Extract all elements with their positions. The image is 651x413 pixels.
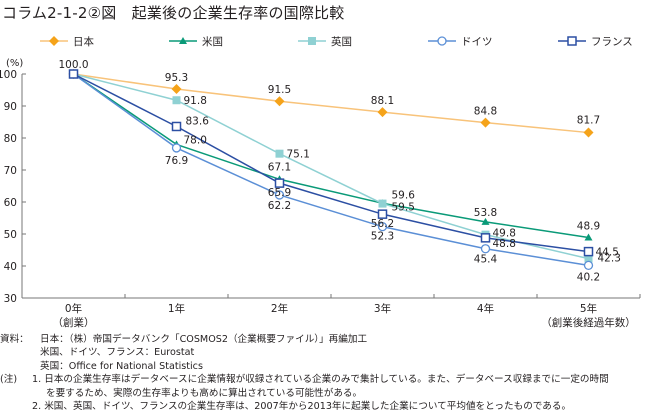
data-point (377, 107, 388, 118)
y-tick-label: 100 (0, 69, 17, 81)
data-point (171, 121, 182, 132)
data-label: 53.8 (474, 207, 497, 219)
x-tick-label: 5年 (580, 302, 597, 315)
x-tick-label: 4年 (477, 302, 494, 315)
series-lines (73, 73, 589, 267)
data-label: 59.6 (392, 189, 416, 201)
data-label: 95.3 (165, 72, 188, 84)
note-line: 2. 米国、英国、ドイツ、フランスの企業生存率は、2007年から2013年に起業… (32, 401, 572, 413)
legend-marker-icon (567, 36, 577, 46)
data-label: 81.7 (577, 115, 600, 127)
legend-label: ドイツ (461, 36, 493, 48)
series-line (73, 73, 589, 239)
source-line: 英国：Office for National Statistics (40, 360, 203, 372)
legend-label: フランス (591, 36, 633, 48)
data-point (274, 190, 285, 200)
data-labels: 100.0 95.3 91.8 83.6 78.0 76.9 91.5 75.167.1 65.… (58, 59, 620, 283)
y-tick-label: 40 (4, 261, 17, 273)
series-markers (68, 69, 594, 271)
data-label: 44.5 (596, 247, 619, 259)
data-label: 48.8 (493, 238, 516, 250)
legend-label: 日本 (73, 35, 94, 48)
note-line: を要するため、実際の生存率よりも高めに算出されている可能性がある。 (46, 387, 363, 399)
source-line: 米国、ドイツ、フランス：Eurostat (40, 347, 195, 359)
data-point (68, 69, 79, 79)
data-label: 78.0 (184, 134, 207, 146)
line-chart: 日本 米国 英国 ドイツ フランス (%) 30 40 50 60 70 80 90 100 0年（創業）… (0, 35, 641, 329)
y-tick-label: 30 (4, 293, 17, 305)
data-label: 100.0 (58, 59, 88, 71)
x-tick-sublabel: （創業後経過年数） (541, 316, 636, 329)
x-tick-label: 1年 (168, 302, 185, 315)
data-point (481, 217, 490, 225)
data-point (275, 149, 284, 158)
data-point (377, 209, 388, 219)
data-label: 48.9 (577, 221, 600, 233)
figure-title: コラム2-1-2②図 起業後の企業生存率の国際比較 (2, 4, 345, 22)
data-point (584, 254, 593, 263)
data-point (583, 246, 594, 257)
data-label: 65.9 (268, 187, 291, 199)
data-label: 83.6 (186, 115, 210, 127)
data-point (378, 199, 387, 208)
series-line (73, 73, 589, 253)
data-label: 56.2 (371, 218, 394, 230)
data-point (583, 260, 594, 271)
data-label: 52.3 (371, 231, 394, 243)
source-line: 日本：（株）帝国データバンク「COSMOS2（企業概要ファイル）」再編加工 (40, 334, 368, 345)
y-tick-label: 70 (4, 165, 17, 177)
x-tick-label: 3年 (374, 302, 391, 315)
data-point (171, 143, 182, 153)
axes: (%) 30 40 50 60 70 80 90 100 0年（創業） 1年 2年 3年 4年 5年（創業後… (0, 58, 641, 329)
data-label: 75.1 (287, 149, 310, 161)
data-point (274, 96, 285, 107)
data-point (480, 117, 491, 128)
y-tick-label: 60 (4, 197, 17, 209)
note-label: (注) (0, 374, 18, 386)
data-label: 88.1 (371, 95, 394, 107)
data-point (172, 96, 181, 105)
data-point (584, 233, 593, 241)
series-line (73, 73, 589, 267)
series-line (73, 73, 589, 260)
legend-marker-icon (308, 37, 316, 45)
x-tick-label: 0年 (65, 302, 82, 315)
data-label: 59.5 (392, 202, 415, 214)
notes: 資料： 日本：（株）帝国データバンク「COSMOS2（企業概要ファイル）」再編加工… (0, 333, 609, 413)
data-label: 91.8 (184, 95, 207, 107)
data-label: 42.3 (598, 253, 621, 265)
data-label: 62.2 (268, 200, 291, 212)
data-label: 76.9 (165, 155, 188, 167)
source-label: 資料： (0, 334, 29, 345)
x-tick-label: 2年 (271, 302, 288, 315)
legend: 日本 米国 英国 ドイツ フランス (40, 35, 633, 48)
data-point (583, 127, 594, 138)
data-point (480, 233, 491, 243)
legend-marker-icon (437, 36, 447, 46)
data-label: 45.4 (474, 254, 498, 266)
data-point (274, 178, 285, 188)
data-label: 84.8 (474, 106, 497, 118)
data-label: 91.5 (268, 84, 291, 96)
legend-label: 米国 (202, 35, 223, 48)
data-label: 67.1 (268, 161, 291, 173)
legend-marker-icon (49, 36, 59, 46)
data-point (171, 84, 182, 95)
y-tick-label: 50 (4, 229, 17, 241)
series-line (73, 73, 589, 134)
y-tick-label: 80 (4, 133, 17, 145)
data-point (480, 244, 491, 254)
data-label: 49.8 (493, 228, 516, 240)
y-tick-label: 90 (4, 101, 17, 113)
y-axis-unit: (%) (6, 58, 23, 69)
data-point (377, 221, 388, 232)
x-tick-sublabel: （創業） (53, 316, 95, 329)
note-line: 1. 日本の企業生存率はデータベースに企業情報が収録されている企業のみで集計して… (32, 374, 609, 386)
legend-label: 英国 (331, 35, 352, 48)
data-label: 40.2 (577, 271, 600, 283)
legend-marker-icon (179, 37, 187, 44)
